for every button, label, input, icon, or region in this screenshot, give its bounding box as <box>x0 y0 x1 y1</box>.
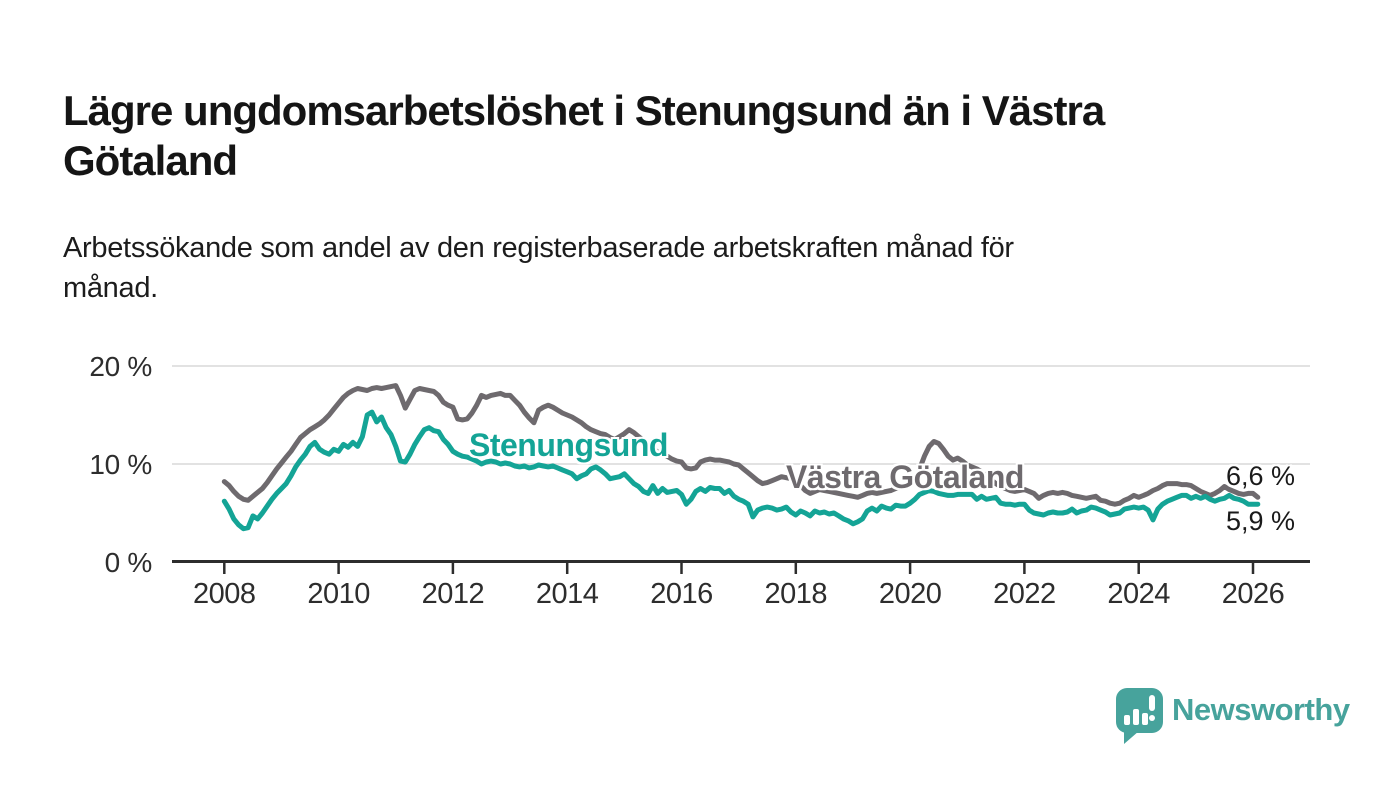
series-label-vastra-gotaland: Västra Götaland <box>786 459 1024 495</box>
y-axis-label-10: 10 % <box>89 449 152 480</box>
speech-bubble-tail <box>1124 731 1139 744</box>
y-axis-label-20: 20 % <box>89 351 152 382</box>
chart-title-line1: Lägre ungdomsarbetslöshet i Stenungsund … <box>63 87 1105 135</box>
chart-title: Lägre ungdomsarbetslöshet i Stenungsund … <box>63 86 1353 186</box>
series-label-stenungsund: Stenungsund <box>469 427 668 463</box>
chart-subtitle-line2: månad. <box>63 272 158 304</box>
end-value-label-stenungsund: 5,9 % <box>1226 506 1296 536</box>
chart-title-line2: Götaland <box>63 137 238 185</box>
end-value-label-vastra-gotaland: 6,6 % <box>1226 461 1296 491</box>
chart-subtitle: Arbetssökande som andel av den registerb… <box>63 228 1313 308</box>
series-line-stenungsund <box>221 409 1261 532</box>
chart-subtitle-line1: Arbetssökande som andel av den registerb… <box>63 232 1014 264</box>
bar-chart-icon <box>1124 709 1148 725</box>
y-axis-label-0: 0 % <box>104 547 153 578</box>
brand-name: Newsworthy <box>1172 692 1350 727</box>
speech-bubble-icon <box>1116 688 1163 744</box>
exclamation-icon <box>1149 695 1155 721</box>
series-line-vastra-gotaland <box>221 383 1261 507</box>
